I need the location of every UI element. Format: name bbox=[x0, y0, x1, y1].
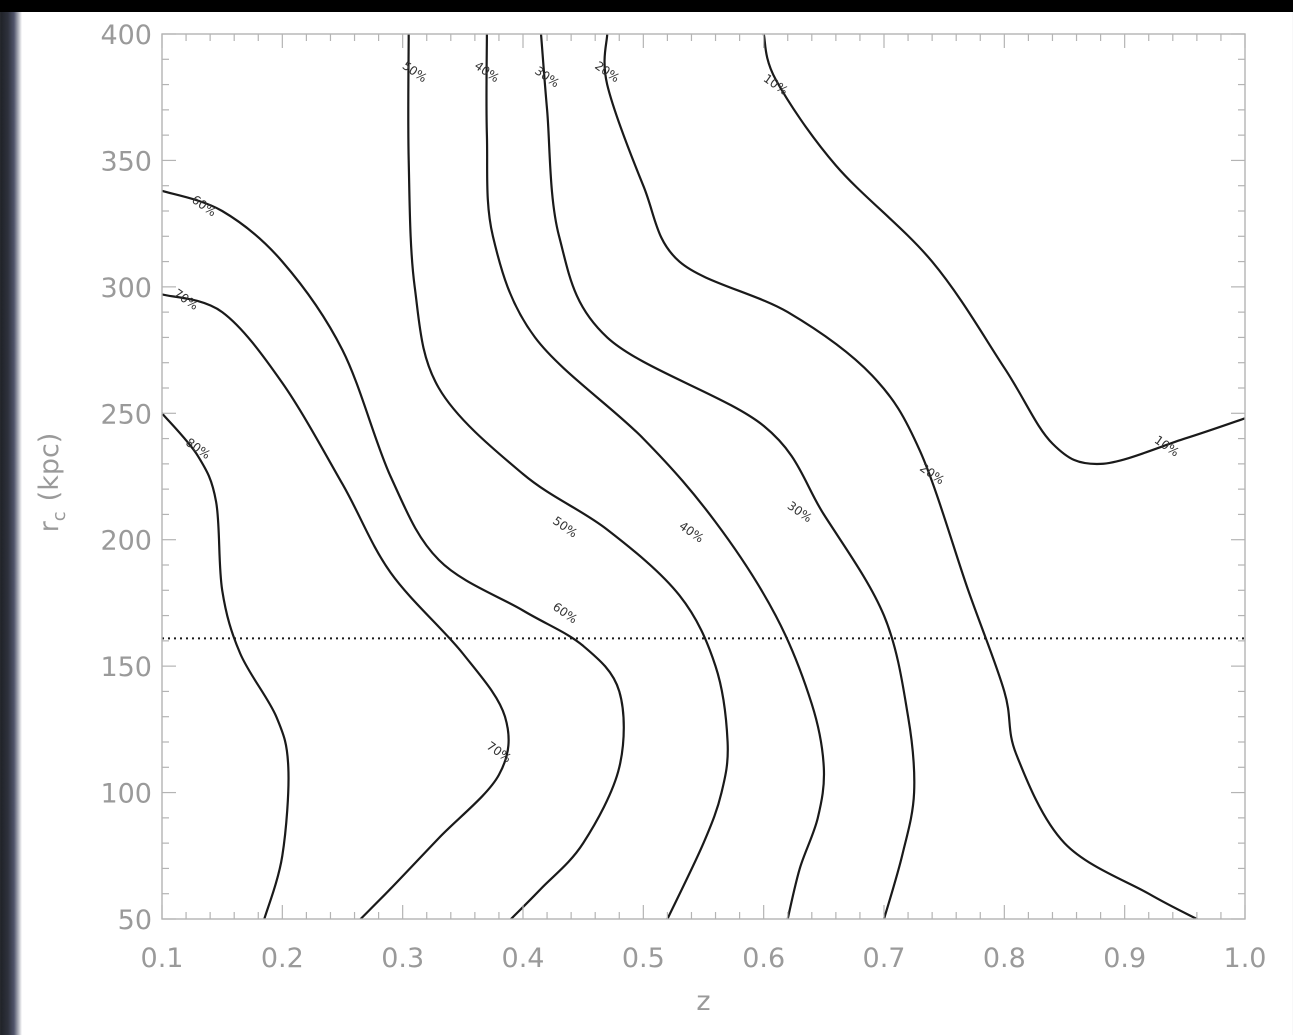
contour-label-50pct: 50% bbox=[550, 514, 580, 541]
contour-30pct bbox=[539, 34, 916, 919]
x-tick-label: 0.7 bbox=[863, 943, 906, 974]
y-tick-label: 200 bbox=[100, 526, 152, 557]
contour-80pct bbox=[162, 412, 290, 919]
plot-frame bbox=[161, 33, 1246, 920]
x-tick-labels: 0.1 0.2 0.3 0.4 0.5 0.6 0.7 0.8 0.9 1.0 bbox=[141, 943, 1267, 974]
x-tick-label: 0.3 bbox=[381, 943, 424, 974]
contour-label-40pct: 40% bbox=[677, 519, 707, 546]
y-tick-label: 100 bbox=[100, 779, 152, 810]
contour-70pct bbox=[162, 293, 510, 919]
axis-ticks bbox=[161, 33, 1246, 920]
contour-label-60pct: 60% bbox=[550, 600, 580, 627]
contour-label-60pct: 60% bbox=[189, 193, 219, 220]
x-tick-label: 0.2 bbox=[261, 943, 304, 974]
contour-60pct bbox=[162, 189, 625, 919]
x-axis-label: z bbox=[696, 986, 710, 1017]
y-tick-label: 250 bbox=[100, 399, 152, 430]
top-black-bar bbox=[0, 0, 1293, 12]
x-tick-label: 1.0 bbox=[1224, 943, 1267, 974]
contour-40pct bbox=[485, 34, 826, 919]
x-tick-label: 0.1 bbox=[141, 943, 184, 974]
contour-20pct bbox=[603, 34, 1198, 919]
y-axis-label-unit: (kpc) bbox=[34, 433, 65, 502]
contour-label-30pct: 30% bbox=[785, 499, 815, 526]
contour-50pct bbox=[407, 34, 729, 919]
x-tick-label: 0.5 bbox=[622, 943, 665, 974]
contour-label-50pct: 50% bbox=[400, 59, 430, 86]
y-tick-label: 150 bbox=[100, 652, 152, 683]
contour-lines bbox=[162, 34, 1245, 919]
contour-label-10pct: 10% bbox=[761, 71, 791, 98]
contour-label-10pct: 10% bbox=[1152, 433, 1182, 460]
y-tick-labels: 50 100 150 200 250 300 350 400 bbox=[100, 20, 152, 936]
y-axis-label: rc (kpc) bbox=[34, 433, 70, 533]
contour-label-30pct: 30% bbox=[532, 64, 562, 91]
y-tick-label: 350 bbox=[100, 146, 152, 177]
x-tick-label: 0.4 bbox=[502, 943, 545, 974]
y-tick-label: 400 bbox=[100, 20, 152, 51]
y-axis-label-symbol: r bbox=[34, 520, 65, 532]
contour-label-70pct: 70% bbox=[171, 286, 201, 313]
y-axis-label-subscript: c bbox=[49, 511, 70, 521]
x-tick-label: 0.9 bbox=[1103, 943, 1146, 974]
y-tick-label: 50 bbox=[118, 905, 152, 936]
x-tick-label: 0.6 bbox=[742, 943, 785, 974]
x-tick-label: 0.8 bbox=[983, 943, 1026, 974]
contour-10pct bbox=[762, 34, 1245, 466]
y-tick-label: 300 bbox=[100, 273, 152, 304]
